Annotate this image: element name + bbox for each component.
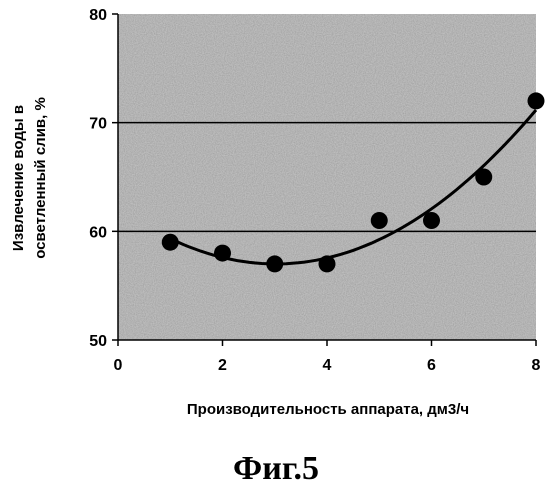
x-tick-label: 2 [218, 357, 227, 374]
data-point [266, 255, 283, 272]
y-tick-label: 50 [89, 333, 107, 350]
x-tick-label: 6 [427, 357, 436, 374]
data-point [371, 212, 388, 229]
x-ticks [118, 340, 536, 346]
y-tick-label: 80 [89, 7, 107, 24]
data-point [475, 169, 492, 186]
data-point [162, 234, 179, 251]
data-point [319, 255, 336, 272]
data-point [528, 92, 545, 109]
x-tick-label: 4 [323, 357, 332, 374]
y-tick-label: 70 [89, 116, 107, 133]
y-axis-title-line-2: осветленный слив, % [32, 97, 49, 259]
x-tick-label: 0 [114, 357, 123, 374]
y-tick-labels: 50 60 70 80 [89, 7, 107, 350]
x-axis-title: Производительность аппарата, дм3/ч [187, 401, 469, 418]
y-axis-title-line-1: Извлечение воды в [10, 105, 27, 251]
data-point [423, 212, 440, 229]
x-tick-label: 8 [532, 357, 541, 374]
figure-caption: Фиг.5 [0, 449, 552, 489]
y-axis-title: Извлечение воды в осветленный слив, % [10, 97, 49, 259]
data-point [214, 245, 231, 262]
x-tick-labels: 0 2 4 6 8 [114, 357, 541, 374]
y-ticks [112, 14, 118, 340]
y-tick-label: 60 [89, 224, 107, 241]
